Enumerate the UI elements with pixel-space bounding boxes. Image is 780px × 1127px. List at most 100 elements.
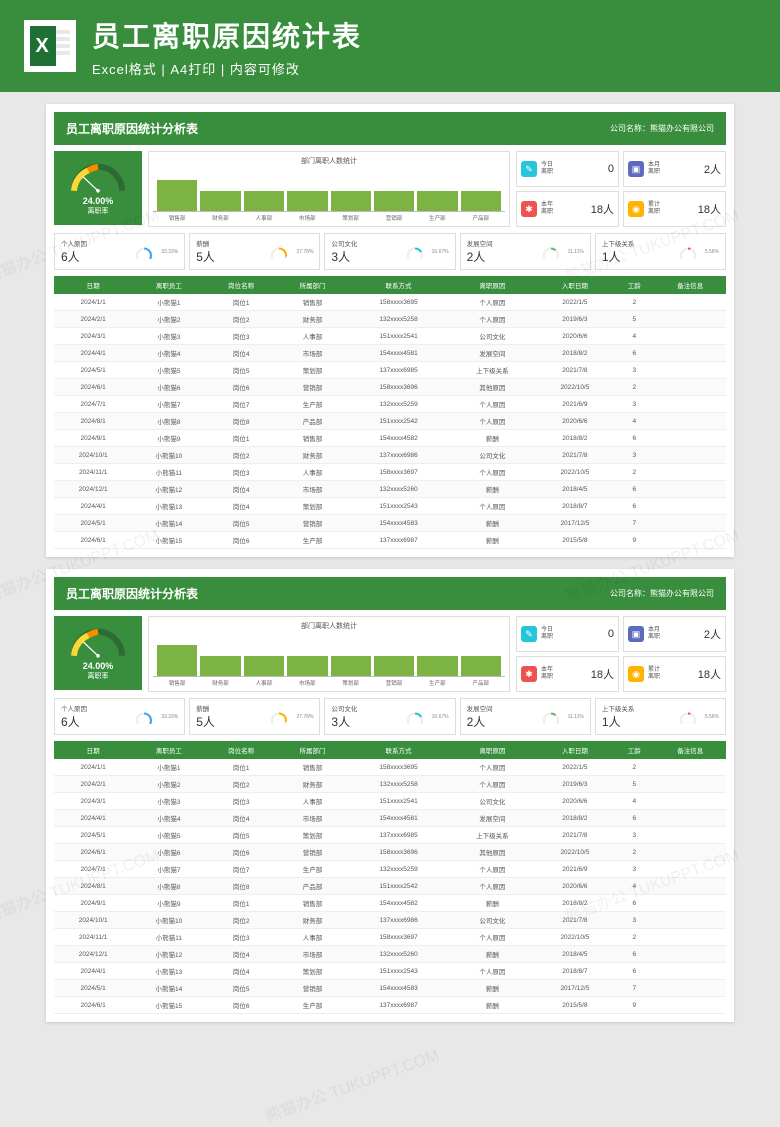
table-cell: 岗位4 <box>205 946 276 963</box>
bar <box>374 191 414 212</box>
table-cell: 个人原因 <box>449 396 536 413</box>
table-cell: 小熊猫8 <box>132 413 205 430</box>
table-cell: 2018/8/7 <box>536 963 614 980</box>
table-cell <box>655 328 726 345</box>
table-cell: 小熊猫6 <box>132 379 205 396</box>
table-cell <box>655 413 726 430</box>
table-cell: 9 <box>614 997 654 1014</box>
table-cell: 2017/12/5 <box>536 980 614 997</box>
table-cell: 158xxxx3697 <box>348 464 449 481</box>
table-cell: 岗位6 <box>205 532 276 549</box>
table-cell: 151xxxx2543 <box>348 963 449 980</box>
reason-arc <box>540 245 562 259</box>
table-cell: 岗位5 <box>205 515 276 532</box>
table-cell: 2024/5/1 <box>54 515 132 532</box>
bar-label: 财务部 <box>200 214 240 222</box>
gauge-box: 24.00%离职率 <box>54 151 142 225</box>
stat-value: 18人 <box>591 666 614 682</box>
page-title: 员工离职原因统计表 <box>92 15 756 55</box>
reason-label: 个人原因 <box>61 703 87 713</box>
table-cell <box>655 430 726 447</box>
table-cell <box>655 997 726 1014</box>
table-cell: 2024/1/1 <box>54 759 132 776</box>
table-cell: 2024/6/1 <box>54 997 132 1014</box>
table-cell: 2018/4/5 <box>536 946 614 963</box>
table-cell: 小熊猫2 <box>132 311 205 328</box>
stat-label: 今日离职 <box>541 627 553 641</box>
table-cell: 2022/1/5 <box>536 294 614 311</box>
bar-label: 人事部 <box>244 214 284 222</box>
table-cell: 发展空间 <box>449 345 536 362</box>
bar-label: 生产部 <box>417 214 457 222</box>
table-cell: 2021/7/8 <box>536 912 614 929</box>
table-cell: 2 <box>614 464 654 481</box>
reason-pct: 5.56% <box>705 249 719 255</box>
table-cell <box>655 844 726 861</box>
table-cell: 3 <box>614 447 654 464</box>
table-cell: 2020/6/6 <box>536 328 614 345</box>
table-cell: 市场部 <box>277 345 348 362</box>
table-row: 2024/5/1小熊猫14岗位5营销部154xxxx4583薪酬2017/12/… <box>54 515 726 532</box>
table-header: 离职原因 <box>449 741 536 759</box>
table-cell: 2022/1/5 <box>536 759 614 776</box>
table-cell: 6 <box>614 895 654 912</box>
bar-label: 营销部 <box>374 214 414 222</box>
table-cell: 3 <box>614 912 654 929</box>
reason-pct: 33.33% <box>161 249 178 255</box>
bar <box>200 191 240 212</box>
table-cell: 2024/10/1 <box>54 912 132 929</box>
reason-value: 1人 <box>602 248 635 265</box>
table-cell <box>655 311 726 328</box>
table-cell <box>655 793 726 810</box>
table-cell: 小熊猫9 <box>132 430 205 447</box>
table-cell: 小熊猫11 <box>132 464 205 481</box>
table-row: 2024/3/1小熊猫3岗位3人事部151xxxx2541公司文化2020/6/… <box>54 793 726 810</box>
table-cell: 岗位6 <box>205 997 276 1014</box>
table-cell <box>655 464 726 481</box>
table-cell <box>655 294 726 311</box>
table-cell: 岗位4 <box>205 498 276 515</box>
table-cell: 151xxxx2543 <box>348 498 449 515</box>
table-cell: 小熊猫3 <box>132 793 205 810</box>
table-cell: 132xxxx5260 <box>348 481 449 498</box>
stat-label: 今日离职 <box>541 162 553 176</box>
reason-arc <box>540 710 562 724</box>
bar-label: 人事部 <box>244 679 284 687</box>
table-row: 2024/7/1小熊猫7岗位7生产部132xxxx5259个人原因2021/6/… <box>54 396 726 413</box>
table-cell: 2024/10/1 <box>54 447 132 464</box>
table-cell: 2017/12/5 <box>536 515 614 532</box>
sheet: 员工离职原因统计分析表公司名称：熊猫办公有限公司24.00%离职率部门离职人数统… <box>46 104 734 557</box>
table-header: 离职原因 <box>449 276 536 294</box>
table-cell: 销售部 <box>277 759 348 776</box>
table-cell: 158xxxx3697 <box>348 929 449 946</box>
table-cell: 158xxxx3695 <box>348 759 449 776</box>
stat-value: 0 <box>608 163 614 175</box>
table-row: 2024/6/1小熊猫15岗位6生产部137xxxx6987薪酬2015/5/8… <box>54 532 726 549</box>
table-cell: 其他原因 <box>449 379 536 396</box>
table-cell: 岗位5 <box>205 980 276 997</box>
table-header: 日期 <box>54 276 132 294</box>
table-cell: 2018/4/5 <box>536 481 614 498</box>
table-cell <box>655 396 726 413</box>
table-cell: 生产部 <box>277 396 348 413</box>
table-cell <box>655 895 726 912</box>
table-cell: 158xxxx3695 <box>348 294 449 311</box>
table-cell: 岗位3 <box>205 328 276 345</box>
reason-value: 1人 <box>602 713 635 730</box>
table-row: 2024/8/1小熊猫8岗位8产品部151xxxx2542个人原因2020/6/… <box>54 878 726 895</box>
sheets-container: 员工离职原因统计分析表公司名称：熊猫办公有限公司24.00%离职率部门离职人数统… <box>0 92 780 1022</box>
table-cell: 6 <box>614 963 654 980</box>
table-cell: 2024/4/1 <box>54 345 132 362</box>
table-cell: 6 <box>614 498 654 515</box>
stat-label: 累计离职 <box>648 202 660 216</box>
table-cell: 岗位5 <box>205 827 276 844</box>
table-row: 2024/4/1小熊猫4岗位4市场部154xxxx4581发展空间2018/8/… <box>54 810 726 827</box>
bar-label: 市场部 <box>287 214 327 222</box>
table-cell: 岗位1 <box>205 430 276 447</box>
table-cell: 岗位2 <box>205 776 276 793</box>
table-cell <box>655 980 726 997</box>
table-row: 2024/12/1小熊猫12岗位4市场部132xxxx5260薪酬2018/4/… <box>54 946 726 963</box>
table-cell: 岗位4 <box>205 963 276 980</box>
table-cell: 小熊猫10 <box>132 912 205 929</box>
table-cell: 小熊猫13 <box>132 963 205 980</box>
